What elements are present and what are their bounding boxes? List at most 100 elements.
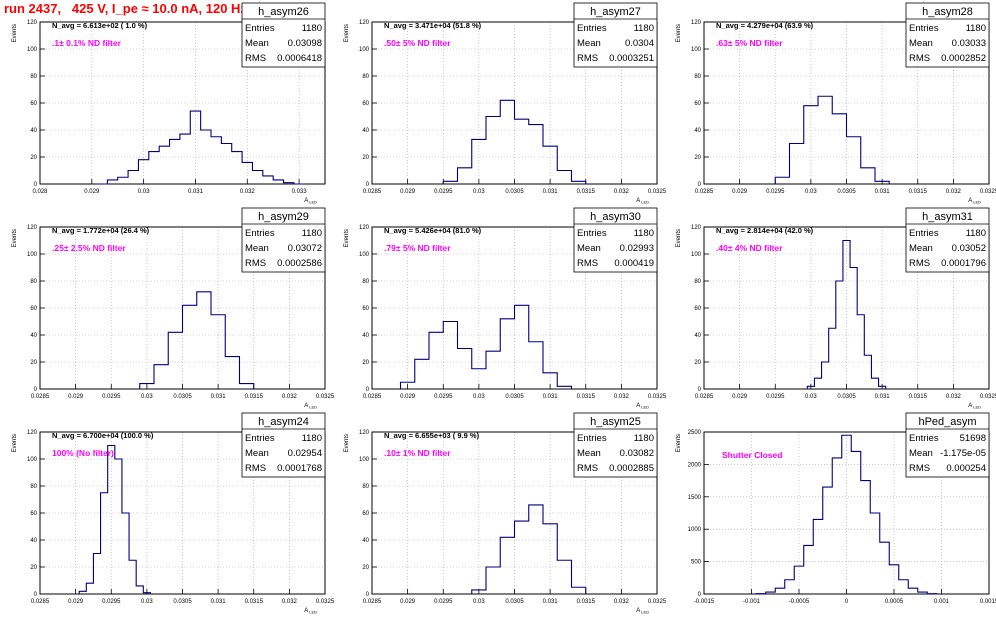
y-tick-label: 60 <box>30 101 37 107</box>
y-tick-label: 500 <box>691 560 702 566</box>
plot-frame <box>371 431 658 595</box>
x-tick-label: 0.032 <box>614 189 630 195</box>
x-tick-label: 0.031 <box>875 189 891 195</box>
y-tick-label: 80 <box>30 74 37 80</box>
y-axis-label: Events <box>12 434 18 452</box>
stats-label: Entries <box>245 228 275 239</box>
x-tick-label: 0.03 <box>805 189 817 195</box>
x-tick-label: 0.0285 <box>363 189 382 195</box>
stats-label: Entries <box>577 433 607 444</box>
y-tick-label: 60 <box>362 306 369 312</box>
x-tick-label: 0.032 <box>282 394 298 400</box>
x-tick-label: 0.031 <box>543 599 559 605</box>
histogram-line <box>399 304 573 389</box>
y-tick-label: 100 <box>691 252 702 258</box>
y-tick-label: 40 <box>30 128 37 134</box>
y-tick-label: 20 <box>362 155 369 161</box>
y-tick-label: 80 <box>362 279 369 285</box>
x-tick-label: 0.032 <box>946 394 962 400</box>
y-tick-label: 120 <box>691 225 702 231</box>
stats-label: RMS <box>909 258 930 269</box>
x-tick-label: 0.0295 <box>434 599 453 605</box>
stats-label: Entries <box>577 23 607 34</box>
x-tick-label: 0.029 <box>68 394 84 400</box>
stats-label: RMS <box>909 53 930 64</box>
y-tick-label: 20 <box>694 155 701 161</box>
stats-label: RMS <box>909 463 930 474</box>
stats-box <box>905 412 990 478</box>
filter-label: .63± 5% ND filter <box>716 38 783 48</box>
y-tick-label: 0 <box>34 592 38 598</box>
y-axis-label: Events <box>12 229 18 247</box>
stats-box <box>241 412 326 478</box>
y-tick-label: 0 <box>34 182 38 188</box>
histogram-name: hPed_asym <box>918 416 976 428</box>
x-axis-label: ALED <box>304 198 317 205</box>
y-tick-label: 80 <box>694 279 701 285</box>
x-tick-label: 0.03 <box>473 189 485 195</box>
stats-box <box>573 412 658 478</box>
stats-box <box>905 2 990 68</box>
stats-label: Mean <box>577 38 601 49</box>
x-tick-label: 0.0315 <box>577 394 596 400</box>
y-tick-label: 80 <box>30 279 37 285</box>
stats-value: 0.0304 <box>625 38 654 49</box>
y-tick-label: 20 <box>694 360 701 366</box>
stats-label: Entries <box>577 228 607 239</box>
y-tick-label: 20 <box>30 155 37 161</box>
stats-value: 0.0002852 <box>941 53 986 64</box>
x-tick-label: 0.0305 <box>837 189 856 195</box>
x-tick-label: 0.03 <box>805 394 817 400</box>
x-axis-label: ALED <box>968 403 981 410</box>
histogram-line <box>139 291 255 389</box>
x-tick-label: 0.031 <box>211 599 227 605</box>
y-tick-label: 100 <box>27 47 38 53</box>
stats-label: Entries <box>909 433 939 444</box>
stats-value: 0.0002885 <box>609 463 654 474</box>
histogram-h_asym24: 0.0285 0.029 0.0295 0.03 0.0305 0.031 0.0315 0.… <box>12 412 335 615</box>
x-tick-label: 0.0315 <box>909 189 928 195</box>
y-tick-label: 0 <box>366 182 370 188</box>
x-tick-label: 0.029 <box>84 189 100 195</box>
x-tick-label: 0.029 <box>732 189 748 195</box>
plot-frame <box>703 226 990 390</box>
y-axis-label: Events <box>676 434 682 452</box>
y-tick-label: 20 <box>362 360 369 366</box>
y-tick-label: 120 <box>359 430 370 436</box>
histogram-h_asym27: 0.0285 0.029 0.0295 0.03 0.0305 0.031 0.0315 0.… <box>344 2 667 205</box>
x-tick-label: -0.0015 <box>694 599 715 605</box>
x-tick-label: 0.03 <box>141 394 153 400</box>
filter-label: .25± 2.5% ND filter <box>52 243 126 253</box>
x-tick-label: -0.0005 <box>789 599 810 605</box>
filter-label: Shutter Closed <box>722 450 782 460</box>
stats-value: 0.03098 <box>288 38 322 49</box>
plot-frame <box>39 431 326 595</box>
x-tick-label: 0 <box>845 599 849 605</box>
plot-frame <box>39 21 326 185</box>
stats-box <box>573 2 658 68</box>
x-tick-label: 0.03 <box>138 189 150 195</box>
stats-label: RMS <box>577 258 598 269</box>
stats-value: 0.03033 <box>952 38 986 49</box>
navg-label: N_avg = 6.613e+02 ( 1.0 %) <box>52 21 148 30</box>
stats-value: 0.0006418 <box>277 53 322 64</box>
stats-value: 1180 <box>302 433 322 444</box>
x-tick-label: 0.031 <box>543 394 559 400</box>
y-tick-label: 60 <box>362 511 369 517</box>
x-tick-label: 0.0285 <box>363 599 382 605</box>
stats-value: 1180 <box>634 433 654 444</box>
stats-value: 0.0001796 <box>941 258 986 269</box>
stats-label: Mean <box>245 448 269 459</box>
y-tick-label: 0 <box>698 592 702 598</box>
y-tick-label: 40 <box>30 538 37 544</box>
y-tick-label: 60 <box>30 306 37 312</box>
navg-label: N_avg = 6.655e+03 ( 9.9 %) <box>384 431 480 440</box>
histogram-name: h_asym24 <box>258 416 309 428</box>
navg-label: N_avg = 5.426e+04 (81.0 %) <box>384 226 482 235</box>
y-tick-label: 0 <box>366 387 370 393</box>
stats-label: Mean <box>909 38 933 49</box>
histogram-line <box>774 95 890 184</box>
y-tick-label: 120 <box>359 20 370 26</box>
plot-frame <box>703 431 990 595</box>
y-tick-label: 20 <box>30 360 37 366</box>
